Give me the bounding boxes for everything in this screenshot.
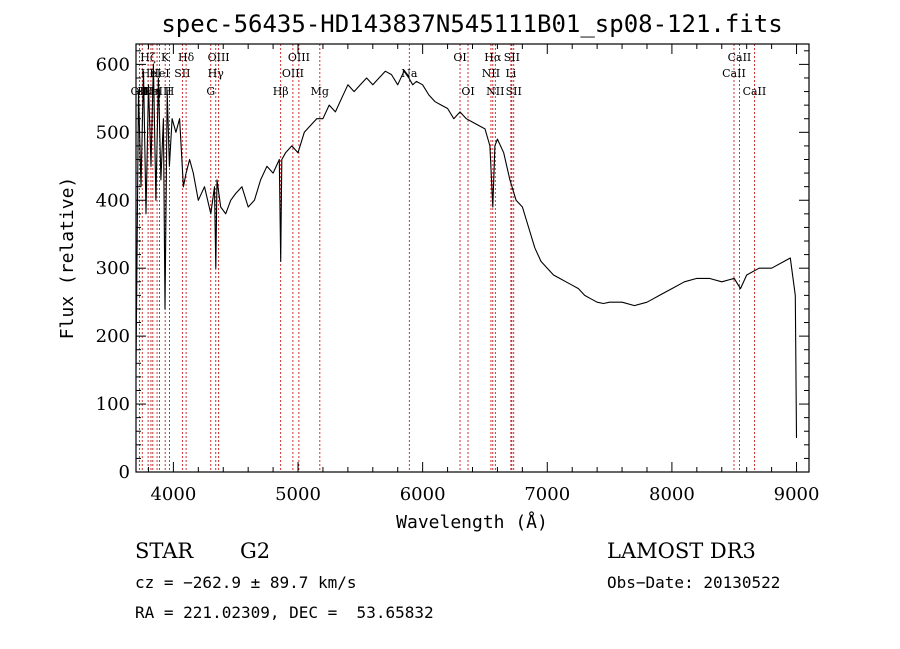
line-marker-label: HeI [149, 67, 169, 80]
y-tick-label: 100 [96, 394, 130, 415]
spectrum-line [135, 63, 798, 439]
x-tick-label: 8000 [649, 484, 695, 505]
y-tick-label: 300 [96, 258, 130, 279]
axis-ticks [136, 44, 809, 473]
line-marker-label: H [165, 85, 175, 98]
y-tick-label: 200 [96, 326, 130, 347]
coordinates: RA = 221.02309, DEC = 53.65832 [135, 603, 434, 622]
line-marker-label: OIII [288, 51, 310, 64]
chart-title: spec-56435-HD143837N545111B01_sp08-121.f… [161, 10, 782, 38]
line-marker-label: Hζ [140, 51, 156, 64]
line-marker-label: CaII [722, 67, 746, 80]
line-marker-label: K [161, 51, 170, 64]
observation-date: Obs−Date: 20130522 [607, 573, 781, 592]
survey-name: LAMOST DR3 [607, 539, 756, 563]
line-marker-label: OI [453, 51, 466, 64]
line-marker-label: Hα [484, 51, 502, 64]
spectral-subclass: G2 [240, 539, 271, 563]
x-axis-label: Wavelength (Å) [396, 511, 548, 533]
x-tick-label: 7000 [524, 484, 570, 505]
line-marker-label: OI [461, 85, 474, 98]
y-tick-label: 400 [96, 190, 130, 211]
line-marker-label: Na [401, 67, 418, 80]
line-marker-label: SII [174, 67, 190, 80]
y-tick-label: 0 [119, 462, 130, 483]
line-marker-label: Mg [311, 85, 329, 98]
x-tick-label: 5000 [275, 484, 321, 505]
line-marker-label: Li [505, 67, 516, 80]
line-marker-labels: OIIHHζHeIHηNeIIIHeIKHSIIHδGHγOIIIHβOIIIO… [131, 51, 767, 98]
line-markers [138, 44, 755, 472]
redshift-velocity: cz = −262.9 ± 89.7 km/s [135, 573, 357, 592]
y-tick-label: 500 [96, 122, 130, 143]
line-marker-label: SII [506, 85, 522, 98]
line-marker-label: Hγ [208, 67, 225, 80]
line-marker-label: OIII [282, 67, 304, 80]
x-tick-label: 6000 [400, 484, 446, 505]
line-marker-label: Hδ [178, 51, 195, 64]
line-marker-label: Hβ [273, 85, 289, 98]
x-tick-label: 4000 [150, 484, 196, 505]
line-marker-label: NII [482, 67, 500, 80]
y-tick-label: 600 [96, 54, 130, 75]
y-axis-label: Flux (relative) [57, 177, 78, 340]
line-marker-label: NeIII [142, 85, 171, 98]
object-class: STAR [135, 539, 194, 563]
tick-labels: 4000 5000 6000 7000 8000 9000 0 100 200 300 400 500… [96, 54, 820, 505]
spectrum-chart: spec-56435-HD143837N545111B01_sp08-121.f… [57, 10, 820, 533]
line-marker-label: HeI [141, 67, 161, 80]
plot-frame [135, 43, 810, 473]
line-marker-label: OIII [208, 51, 230, 64]
line-marker-label: H [137, 85, 147, 98]
line-marker-label: NII [486, 85, 504, 98]
x-tick-label: 9000 [774, 484, 820, 505]
line-marker-label: G [206, 85, 215, 98]
line-marker-label: SII [504, 51, 520, 64]
line-marker-label: CaII [728, 51, 752, 64]
line-marker-label: CaII [743, 85, 767, 98]
